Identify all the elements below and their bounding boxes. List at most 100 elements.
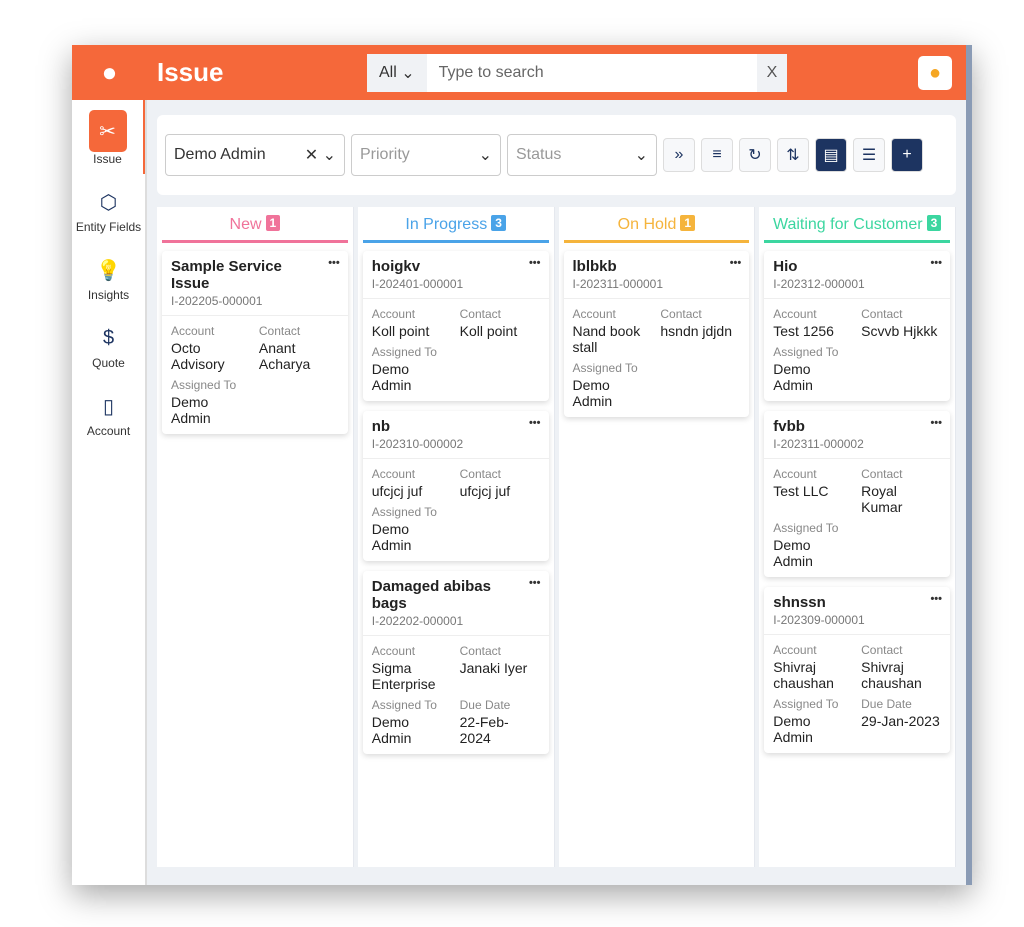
account-field: Account Test LLC [773,467,853,515]
contact-value: hsndn jdjdn [660,323,732,339]
assigned-value: Demo Admin [572,377,613,409]
user-avatar[interactable]: ● [918,56,952,90]
assigned-field: Assigned To Demo Admin [773,345,853,393]
account-value: Koll point [371,323,430,339]
assignee-filter[interactable]: Demo Admin ✕ ⌄ [165,134,345,176]
filter-bar: Demo Admin ✕ ⌄ Priority ⌄ Status ⌄ » ≡ ↻ ⇅ … [157,115,956,195]
issue-card[interactable]: fvbb I-202311-000002 ••• Account Test LLC Con… [764,411,950,577]
issue-name: fvbb [773,418,805,435]
sidebar-item-quote[interactable]: $ Quote [72,310,145,378]
app-window: ● Issue All ⌄ Type to search X ● ✂ Issue ⬡… [72,45,972,885]
account-label: Account [371,307,416,321]
search-scope-dropdown[interactable]: All ⌄ [367,54,427,92]
issue-name: lblbkb [572,258,617,275]
sidebar-item-insights[interactable]: 💡 Insights [72,242,145,310]
contact-value: Shivraj chaushan [861,659,922,691]
issue-card[interactable]: Hio I-202312-000001 ••• Account Test 1256 Con… [764,251,950,401]
contact-field: Contact hsndn jdjdn [660,307,740,355]
more-options-icon[interactable]: ••• [729,257,742,269]
expand-filters-button[interactable]: » [663,138,695,172]
tools-icon: ✂ [88,110,127,152]
more-options-icon[interactable]: ••• [528,257,541,269]
column-on-hold: On Hold 1 lblbkb I-202311-000001 ••• Account N… [558,207,756,867]
issue-id: I-202312-000001 [773,277,865,291]
add-issue-button[interactable]: + [891,138,923,172]
more-options-icon[interactable]: ••• [528,417,541,429]
document-dollar-icon: $ [102,326,115,349]
column-title: New [229,216,262,233]
sidebar-item-label: Entity Fields [75,220,142,234]
issue-id: I-202311-000002 [773,437,864,451]
assigned-value: Demo Admin [371,521,412,553]
contact-value: Scvvb Hjkkk [861,323,938,339]
issue-card[interactable]: shnssn I-202309-000001 ••• Account Shivraj c… [764,587,950,753]
account-field: Account Octo Advisory [171,324,251,372]
search-input[interactable]: Type to search [438,64,544,81]
due-value: 22-Feb-2024 [459,714,509,746]
sidebar: ✂ Issue ⬡ Entity Fields 💡 Insights $ Quote ▯ Acco… [72,100,147,885]
status-filter[interactable]: Status ⌄ [507,134,657,176]
kanban-board: New 1 Sample Service Issue I-202205-000001 •… [157,207,956,867]
assigned-label: Assigned To [773,697,839,711]
column-waiting-for-customer: Waiting for Customer 3 Hio I-202312-000001 •… [759,207,956,867]
contact-label: Contact [459,307,501,321]
kanban-view-icon[interactable]: ▤ [815,138,847,172]
more-options-icon[interactable]: ••• [930,593,942,605]
list-view-icon[interactable]: ☰ [853,138,885,172]
sidebar-item-entity-fields[interactable]: ⬡ Entity Fields [72,174,145,242]
more-options-icon[interactable]: ••• [328,257,340,269]
sidebar-item-issue[interactable]: ✂ Issue [72,100,145,174]
account-value: Nand book stall [572,323,641,355]
column-new: New 1 Sample Service Issue I-202205-000001 •… [157,207,354,867]
account-label: Account [773,643,817,657]
assigned-value: Demo Admin [773,713,813,745]
sidebar-item-account[interactable]: ▯ Account [72,378,145,446]
account-label: Account [572,307,616,321]
sort-icon[interactable]: ⇅ [777,138,809,172]
chevron-down-icon: ⌄ [322,147,336,164]
column-header: In Progress 3 [362,207,549,243]
contact-field: Contact ufcjcj juf [460,467,540,499]
settings-sliders-icon[interactable]: ≡ [701,138,733,172]
search-scope-label: All [379,64,397,81]
contact-label: Contact [459,467,501,481]
column-title: In Progress [405,216,488,233]
issue-name: Hio [773,258,798,275]
issue-card[interactable]: Damaged abibas bags I-202202-000001 ••• Acc… [362,571,549,754]
account-field: Account Koll point [372,307,452,339]
clear-icon[interactable]: ✕ [304,147,323,164]
column-title: On Hold [617,216,677,233]
contact-value: Koll point [459,323,518,339]
account-label: Account [171,324,215,338]
clear-search-button[interactable]: X [757,54,787,92]
due-label: Due Date [459,698,511,712]
column-header: Waiting for Customer 3 [764,207,950,243]
issue-id: I-202311-000001 [572,277,664,291]
contact-value: Royal Kumar [861,483,903,515]
logo-icon: ● [101,57,118,87]
more-options-icon[interactable]: ••• [528,577,541,589]
issue-card[interactable]: hoigkv I-202401-000001 ••• Account Koll poin… [362,251,549,401]
issue-card[interactable]: nb I-202310-000002 ••• Account ufcjcj juf Con… [362,411,549,561]
assigned-label: Assigned To [371,345,437,359]
refresh-icon[interactable]: ↻ [739,138,771,172]
more-options-icon[interactable]: ••• [930,417,942,429]
assigned-label: Assigned To [371,698,437,712]
more-options-icon[interactable]: ••• [930,257,942,269]
chevron-down-icon: ⌄ [401,65,415,82]
due-value: 29-Jan-2023 [861,713,940,729]
account-value: Octo Advisory [171,340,225,372]
issue-card[interactable]: lblbkb I-202311-000001 ••• Account Nand book… [563,251,750,417]
issue-card[interactable]: Sample Service Issue I-202205-000001 ••• Ac… [162,251,348,434]
account-value: Sigma Enterprise [371,660,436,692]
assigned-value: Demo Admin [371,714,412,746]
assigned-value: Demo Admin [773,537,813,569]
main-content: Demo Admin ✕ ⌄ Priority ⌄ Status ⌄ » ≡ ↻ ⇅ … [157,115,956,867]
contact-field: Contact Janaki Iyer [460,644,540,692]
contact-label: Contact [660,307,702,321]
lightbulb-icon: 💡 [96,259,121,282]
priority-filter[interactable]: Priority ⌄ [351,134,501,176]
issue-id: I-202401-000001 [371,277,464,291]
sidebar-item-label: Insights [87,288,130,302]
chevron-down-icon: ⌄ [478,147,492,164]
